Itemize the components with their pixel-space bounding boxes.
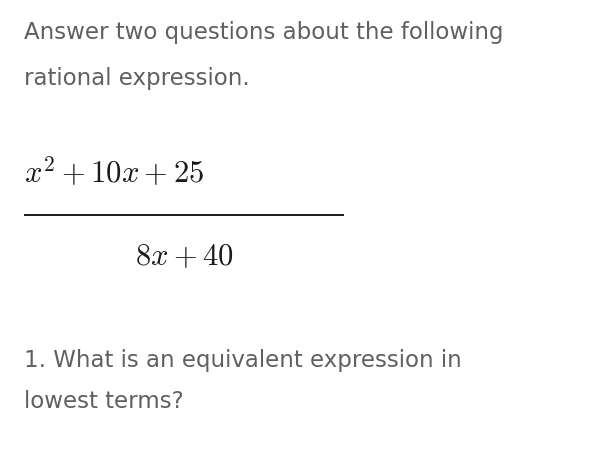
Text: Answer two questions about the following: Answer two questions about the following — [24, 21, 504, 44]
Text: $8x + 40$: $8x + 40$ — [135, 241, 234, 272]
Text: $x^2 + 10x + 25$: $x^2 + 10x + 25$ — [24, 156, 204, 190]
Text: 1. What is an equivalent expression in: 1. What is an equivalent expression in — [24, 349, 462, 372]
Text: lowest terms?: lowest terms? — [24, 390, 184, 413]
Text: rational expression.: rational expression. — [24, 67, 250, 90]
